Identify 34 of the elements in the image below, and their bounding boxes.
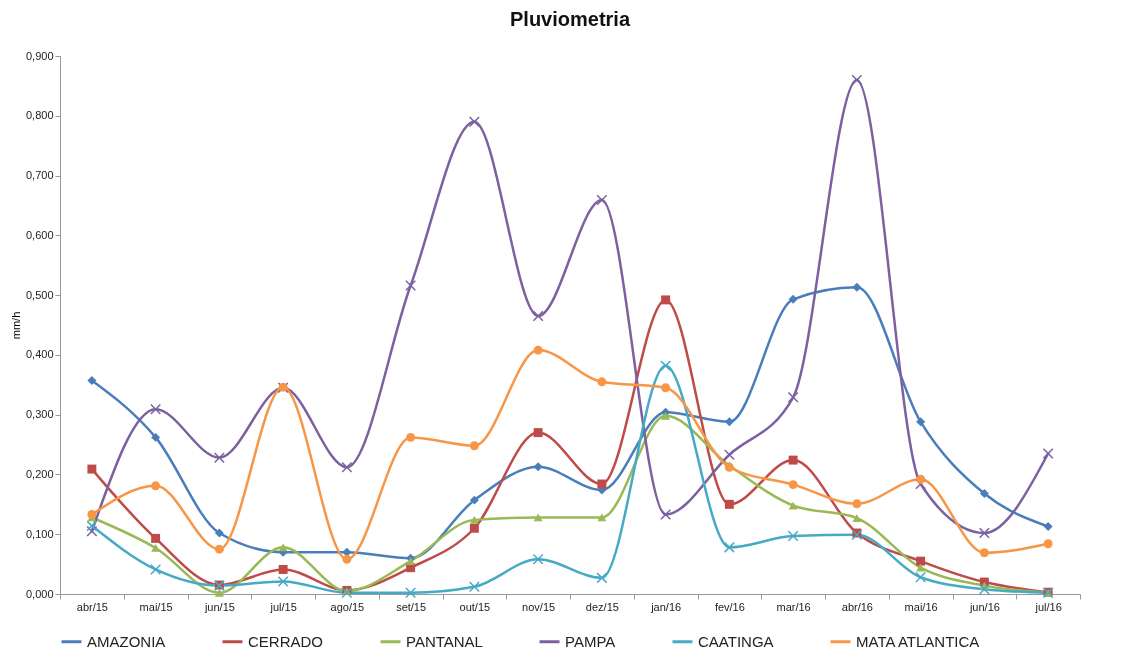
x-tick-label: fev/16 [714,600,745,613]
legend-label: PAMPA [565,632,616,650]
x-tick-label: jun/16 [968,600,1000,613]
legend-label: CAATINGA [698,632,774,650]
x-tick-label: abr/16 [841,600,873,613]
x-tick-label: mai/16 [904,600,938,613]
x-tick-label: mai/15 [139,600,173,613]
x-tick-label: nov/15 [522,600,556,613]
y-tick-label: 0,900 [25,49,54,62]
legend-label: CERRADO [248,632,324,650]
x-tick-label: jul/15 [269,600,297,613]
y-tick-label: 0,600 [25,228,54,241]
y-tick-label: 0,100 [25,527,54,540]
x-tick-label: jun/15 [203,600,235,613]
x-tick-label: dez/15 [585,600,619,613]
y-tick-label: 0,300 [25,408,54,421]
y-tick-label: 0,000 [25,587,54,600]
x-tick-label: mar/16 [776,600,811,613]
y-tick-label: 0,800 [25,109,54,122]
legend-label: AMAZONIA [87,632,166,650]
y-tick-label: 0,400 [25,348,54,361]
y-tick-label: 0,700 [25,169,54,182]
chart-title: Pluviometria [509,8,631,30]
x-tick-label: abr/15 [76,600,108,613]
x-tick-label: jan/16 [650,600,682,613]
y-tick-label: 0,200 [25,467,54,480]
x-tick-label: ago/15 [330,600,365,613]
x-tick-label: jul/16 [1034,600,1062,613]
x-tick-label: set/15 [396,600,427,613]
legend-label: PANTANAL [406,632,483,650]
y-axis-title: mm/h [9,311,22,340]
x-tick-label: out/15 [459,600,491,613]
y-tick-label: 0,500 [25,288,54,301]
legend-label: MATA ATLANTICA [856,632,980,650]
